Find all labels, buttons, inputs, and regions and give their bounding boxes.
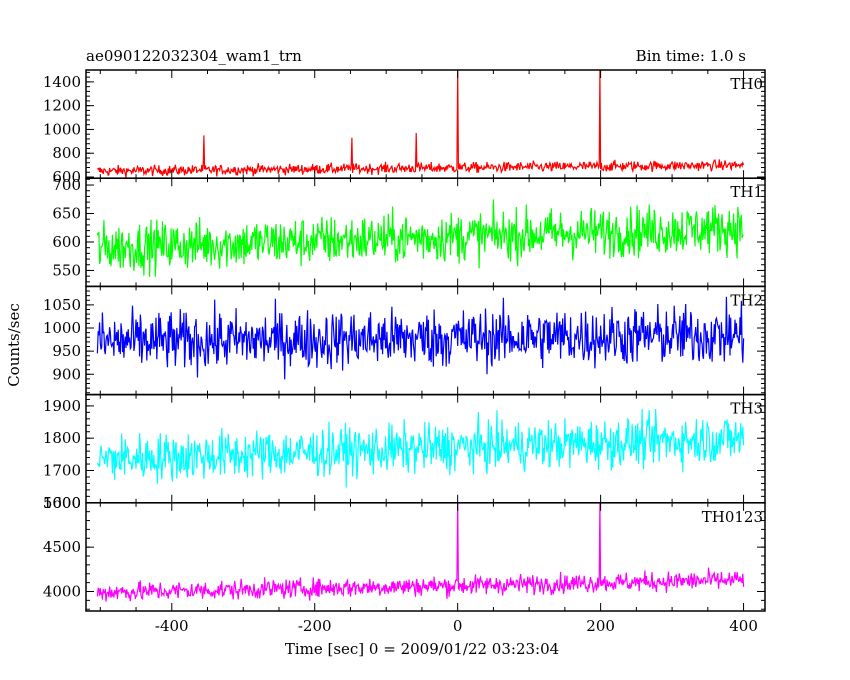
series-th2 [96,296,745,380]
x-tick-label: 400 [729,617,758,635]
panel-label: TH3 [730,400,763,418]
y-tick-label: 1600 [43,494,81,512]
y-tick-label: 1200 [43,97,81,115]
y-tick-label: 1800 [43,429,81,447]
series-th0 [96,70,745,178]
y-tick-label: 600 [52,168,81,186]
y-tick-label: 4000 [43,582,81,600]
y-axis-label: Counts/sec [5,303,23,387]
panel-label: TH0123 [702,508,763,526]
series-th1 [96,199,745,277]
panel-th0123: 4000 4500 5000 TH0123 [43,494,766,612]
y-tick-label: 550 [52,261,81,279]
panel-frame [85,502,766,612]
panel-label: TH1 [730,183,763,201]
panel-label: TH2 [730,291,763,309]
panel-th2: 900 950 1000 1050 TH2 [43,285,766,396]
y-tick-label: 4500 [43,538,81,556]
y-tick-label: 1050 [43,296,81,314]
y-tick-label: 800 [52,144,81,162]
x-tick-label: -400 [155,617,189,635]
y-tick-label: 600 [52,233,81,251]
series-th3 [96,408,745,488]
y-tick-label: 700 [52,176,81,194]
panel-th0: 600 800 1000 1200 1400 TH0 [43,69,766,186]
x-tick-label: 200 [586,617,615,635]
y-tick-label: 900 [52,365,81,383]
chart-title: ae090122032304_wam1_trn [86,47,302,65]
panel-label: TH0 [730,75,763,93]
bin-time-label: Bin time: 1.0 s [636,47,746,65]
series-th0123 [96,502,745,602]
x-tick-label: 0 [453,617,463,635]
y-tick-label: 1700 [43,462,81,480]
x-tick-label: -200 [298,617,332,635]
panel-frame [85,69,766,179]
y-tick-label: 1400 [43,73,81,91]
y-tick-label: 5000 [43,494,81,512]
x-axis-label: Time [sec] 0 = 2009/01/22 03:23:04 [285,640,559,658]
y-tick-label: 1000 [43,120,81,138]
y-tick-label: 650 [52,205,81,223]
y-tick-label: 1000 [43,319,81,337]
y-tick-label: 1900 [43,397,81,415]
panel-th3: 1600 1700 1800 1900 TH3 [43,393,766,512]
panel-th1: 550 600 650 700 TH1 [52,176,766,288]
y-tick-label: 950 [52,342,81,360]
